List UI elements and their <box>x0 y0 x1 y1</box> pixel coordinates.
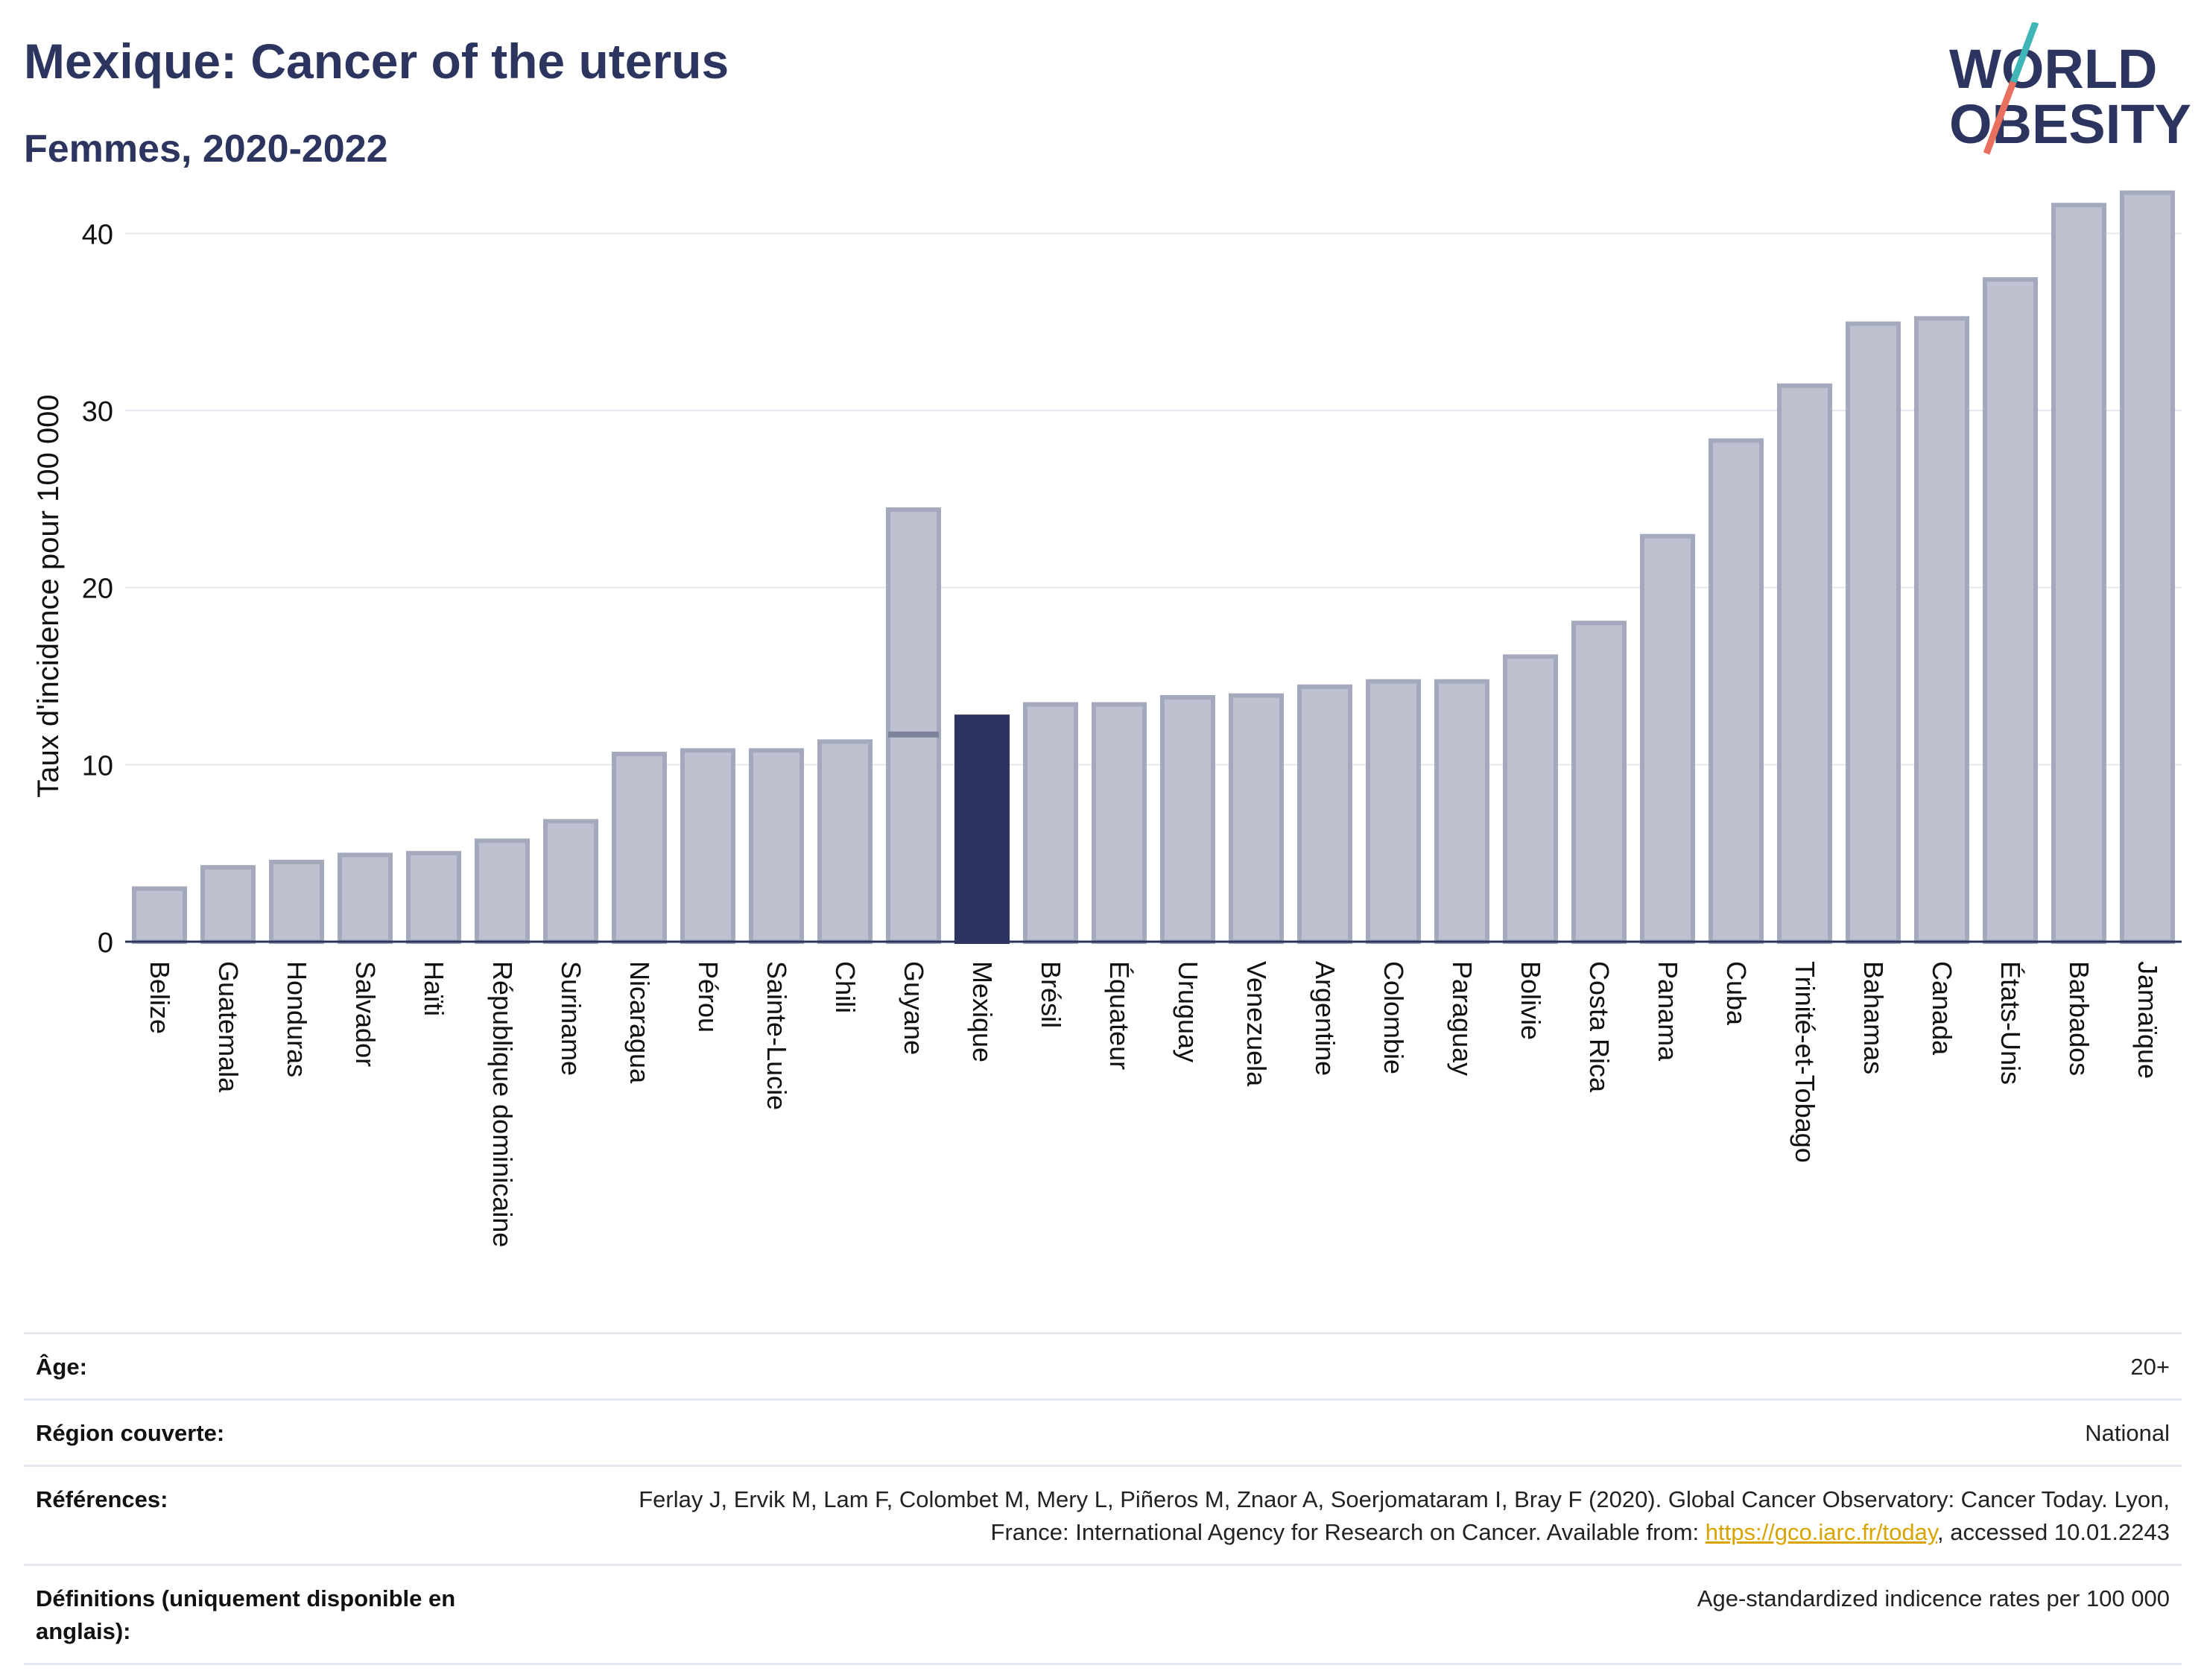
y-tick-label: 0 <box>98 928 113 959</box>
x-tick-label: Honduras <box>282 961 312 1077</box>
logo-slash-teal <box>2010 22 2039 83</box>
bar-ha-ti <box>405 851 462 945</box>
x-tick-label: République dominicaine <box>487 961 518 1247</box>
world-obesity-logo: WORLD OBESITY <box>1949 22 2191 155</box>
x-tick-label: Trinité-et-Tobago <box>1790 961 1820 1163</box>
x-tick-label: Brésil <box>1036 961 1066 1028</box>
bar-bolivie <box>1502 654 1559 944</box>
bar--quateur <box>1091 702 1147 945</box>
x-tick-label: Barbados <box>2064 961 2094 1076</box>
x-tick-label: Nicaragua <box>624 961 655 1084</box>
bar-canada <box>1913 316 1970 944</box>
x-tick-label: Suriname <box>556 961 586 1076</box>
page-title: Mexique: Cancer of the uterus <box>24 34 729 89</box>
x-tick-label: Pérou <box>693 961 723 1033</box>
meta-row-age: Âge: 20+ <box>24 1334 2182 1401</box>
bar-uruguay <box>1159 695 1216 944</box>
x-tick-label: Jamaïque <box>2132 961 2163 1079</box>
y-tick-label: 20 <box>82 574 113 605</box>
x-tick-label: Costa Rica <box>1584 961 1615 1093</box>
bar-costa-rica <box>1571 621 1627 944</box>
age-value: 20+ <box>2130 1354 2170 1380</box>
x-tick-label: Canada <box>1927 961 1957 1056</box>
x-tick-label: Sainte-Lucie <box>761 961 792 1110</box>
definitions-label: Définitions (uniquement disponible en an… <box>36 1585 456 1644</box>
bar-cuba <box>1708 438 1764 944</box>
x-tick-label: Venezuela <box>1241 961 1272 1087</box>
age-label: Âge: <box>36 1354 87 1380</box>
bar-mexique <box>954 714 1010 944</box>
x-tick-label: Bolivie <box>1516 961 1546 1040</box>
page-subtitle: Femmes, 2020-2022 <box>24 127 388 171</box>
references-text-2: , accessed 10.01.2243 <box>1937 1519 2170 1545</box>
meta-row-references: Références: Ferlay J, Ervik M, Lam F, Co… <box>24 1467 2182 1566</box>
bar-honduras <box>268 860 325 944</box>
x-tick-label: Bahamas <box>1858 961 1889 1074</box>
bar-br-sil <box>1022 702 1079 945</box>
metadata-table: Âge: 20+ Région couverte: National Référ… <box>24 1332 2182 1665</box>
bar-chili <box>817 739 873 944</box>
bar-r-publique-dominicaine <box>474 838 531 945</box>
references-text-1: Ferlay J, Ervik M, Lam F, Colombet M, Me… <box>639 1486 2170 1545</box>
logo-slash-coral <box>1983 80 2017 155</box>
bar-panama <box>1639 533 1696 944</box>
x-tick-label: Guyane <box>899 961 929 1055</box>
y-tick-label: 40 <box>82 219 113 250</box>
gridlines <box>125 232 2182 766</box>
bar-chart: 0 10 20 30 40 Belize Guatemala Honduras Salvado… <box>32 190 2182 1247</box>
bar-guatemala <box>200 865 256 945</box>
region-label: Région couverte: <box>36 1420 225 1446</box>
x-tick-label: Cuba <box>1721 961 1752 1026</box>
bar-argentine <box>1296 684 1353 944</box>
x-tick-label: Paraguay <box>1447 961 1478 1076</box>
meta-row-definitions: Définitions (uniquement disponible en an… <box>24 1566 2182 1665</box>
bar-venezuela <box>1228 693 1285 944</box>
bar--tats-unis <box>1982 277 2039 945</box>
x-tick-label: Belize <box>145 961 175 1034</box>
references-label: Références: <box>36 1486 168 1512</box>
region-value: National <box>2085 1420 2170 1446</box>
x-tick-label: Panama <box>1653 961 1683 1062</box>
meta-row-region: Région couverte: National <box>24 1401 2182 1467</box>
bar-belize <box>131 886 188 944</box>
x-tick-label: Argentine <box>1310 961 1340 1076</box>
bar-nicaragua <box>611 752 668 945</box>
bar-sainte-lucie <box>748 748 805 945</box>
bar-trinit-et-tobago <box>1776 383 1833 944</box>
references-link[interactable]: https://gco.iarc.fr/today <box>1705 1519 1938 1545</box>
x-tick-label: Uruguay <box>1173 961 1203 1062</box>
x-tick-label: Haïti <box>419 961 449 1016</box>
y-axis-label: Taux d'incidence pour 100 000 <box>32 394 65 797</box>
x-tick-label: Guatemala <box>213 961 244 1093</box>
bar-bahamas <box>1845 321 1901 944</box>
bar-jama-que <box>2119 190 2176 944</box>
x-tick-label: États-Unis <box>1995 961 2026 1085</box>
bar-p-rou <box>680 748 736 945</box>
bar-paraguay <box>1434 679 1490 944</box>
bar-guyane <box>885 507 942 944</box>
bar-salvador <box>337 852 393 945</box>
x-tick-label: Colombie <box>1378 961 1409 1074</box>
bar-suriname <box>542 819 599 944</box>
y-tick-label: 10 <box>82 750 113 782</box>
bars <box>131 190 2176 945</box>
y-tick-labels: 0 10 20 30 40 <box>82 219 113 959</box>
bar-colombie <box>1365 679 1422 944</box>
x-tick-labels: Belize Guatemala Honduras Salvador Haïti Répu… <box>145 961 2163 1247</box>
y-tick-label: 30 <box>82 396 113 428</box>
x-tick-label: Salvador <box>350 961 381 1067</box>
x-tick-label: Mexique <box>967 961 998 1062</box>
logo-line-1: WORLD <box>1949 38 2158 100</box>
definitions-value: Age-standardized indicence rates per 100… <box>1697 1585 2170 1611</box>
references-value: Ferlay J, Ervik M, Lam F, Colombet M, Me… <box>605 1483 2170 1549</box>
bar-barbados <box>2051 203 2107 944</box>
x-tick-label: Chili <box>830 961 861 1013</box>
x-tick-label: Équateur <box>1104 961 1135 1070</box>
